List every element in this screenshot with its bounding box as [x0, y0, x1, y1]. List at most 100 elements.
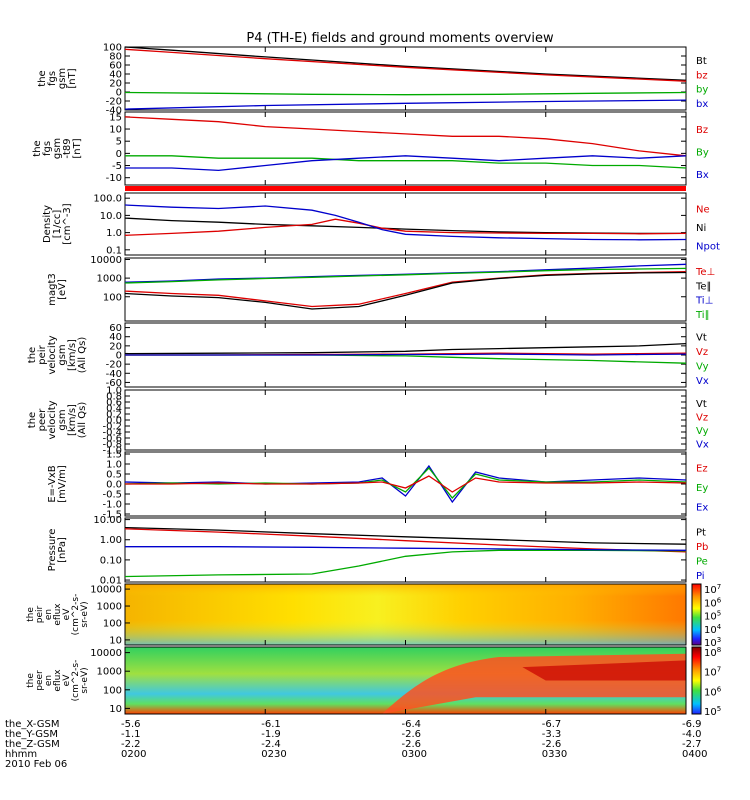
y-tick-label: -1.5: [102, 510, 122, 521]
legend-Ti⊥: Ti⊥: [695, 296, 713, 307]
y-axis-label: [nT]: [72, 138, 83, 158]
footer-y-value: -1.9: [261, 729, 281, 740]
y-tick-label: 0.2: [106, 410, 122, 421]
series-Pe: [124, 549, 687, 578]
y-tick-label: 100: [103, 43, 122, 54]
plot-title: P4 (TH-E) fields and ground moments over…: [246, 31, 554, 46]
legend-Pt: Pt: [696, 527, 706, 538]
footer-row-label: the_Y-GSM: [5, 729, 58, 740]
y-axis-label: velocity: [47, 335, 58, 374]
y-tick-label: 100: [103, 292, 122, 303]
y-axis-label: the: [26, 607, 36, 622]
legend-Ez: Ez: [696, 464, 708, 475]
y-axis-label: [cm^-3]: [62, 203, 73, 244]
y-tick-label: 0.0: [106, 416, 122, 427]
series-Npot: [124, 204, 687, 241]
y-tick-label: 1.00: [100, 535, 122, 546]
colorbar-tick-exponent: 7: [717, 583, 721, 591]
legend-Vy: Vy: [696, 361, 709, 372]
series-bz: [124, 48, 687, 82]
footer-y-value: -4.0: [682, 729, 702, 740]
y-axis-label: E=-VxB: [47, 465, 58, 502]
legend-By: By: [696, 148, 709, 159]
legend-Bz: Bz: [696, 125, 708, 136]
legend-bz: bz: [696, 70, 708, 81]
series-Vx: [125, 353, 687, 356]
y-tick-label: 15: [109, 112, 122, 123]
legend-Ey: Ey: [696, 483, 708, 494]
y-tick-label: 10: [109, 125, 122, 136]
y-tick-label: -20: [106, 97, 122, 108]
y-tick-label: 0.5: [106, 470, 122, 481]
y-tick-label: 10000: [90, 585, 122, 596]
y-axis-label: gsm: [57, 409, 68, 430]
series-Pb: [124, 528, 687, 553]
y-tick-label: 1000: [97, 274, 122, 285]
y-tick-label: 5: [116, 137, 122, 148]
y-tick-label: 0.1: [106, 245, 122, 256]
footer-z-value: -2.4: [261, 739, 281, 750]
legend-Ex: Ex: [696, 502, 708, 513]
y-axis-label: the: [26, 673, 36, 688]
legend-Te∥: Te∥: [695, 281, 712, 292]
y-tick-label: 60: [109, 61, 122, 72]
series-By: [125, 155, 687, 169]
footer-x-value: -6.7: [542, 719, 562, 730]
colorbar-tick-exponent: 4: [717, 623, 722, 631]
y-tick-label: 10.00: [93, 515, 122, 526]
y-tick-label: 0: [116, 88, 122, 99]
footer-hhmm-value: 0400: [682, 749, 707, 760]
y-axis-label: sr-eV): [80, 667, 90, 693]
y-tick-label: 10.0: [100, 211, 122, 222]
y-tick-label: 40: [109, 332, 122, 343]
y-tick-label: -10: [106, 173, 122, 184]
series-Vt: [124, 342, 687, 355]
y-axis-label: en: [44, 675, 54, 686]
y-tick-label: 10000: [90, 255, 122, 266]
footer-row-label: the_X-GSM: [5, 719, 59, 730]
series-bx: [124, 99, 687, 110]
footer-row-label: hhmm: [5, 749, 37, 760]
legend-bx: bx: [696, 99, 708, 110]
series-Pi: [125, 546, 687, 551]
y-tick-label: 0: [116, 149, 122, 160]
y-tick-label: -40: [106, 369, 122, 380]
colorbar-tick-exponent: 5: [717, 610, 721, 618]
panel-3: 100.0 10.0 1.0 0.1 Density [1/cc] [cm^-3] Ne Ni N…: [42, 192, 720, 256]
y-tick-label: 1.0: [106, 460, 122, 471]
series-Bx: [125, 155, 687, 172]
legend-Bx: Bx: [696, 170, 709, 181]
series-Ez: [125, 475, 687, 493]
panel-6: 1.00.80.60.40.20.0-0.2-0.4-0.6-0.8-1.0 th…: [27, 386, 709, 457]
colorbar: [691, 646, 702, 715]
y-tick-label: 1.0: [106, 386, 122, 397]
footer-hhmm-value: 0200: [121, 749, 146, 760]
spectrogram-2: 10000 1000 100 10 the peer en eflux eV (cm^2-s-sr…: [26, 646, 722, 718]
y-axis-label: peir: [35, 605, 45, 623]
y-axis-label: eflux: [53, 603, 63, 626]
colorbar-tick-exponent: 3: [717, 636, 721, 644]
y-tick-label: 0.4: [106, 404, 122, 415]
y-tick-label: 0.6: [106, 398, 122, 409]
legend-Vt: Vt: [696, 332, 707, 343]
y-axis-label: sr-eV): [80, 601, 90, 627]
footer-y-value: -2.6: [402, 729, 422, 740]
y-tick-label: 0.10: [100, 555, 122, 566]
legend-Pb: Pb: [696, 542, 708, 553]
y-tick-label: -0.6: [102, 434, 122, 445]
y-tick-label: -0.2: [102, 422, 122, 433]
colorbar-tick-exponent: 5: [717, 705, 721, 713]
y-axis-label: [km/s]: [67, 404, 78, 436]
y-axis-label: Pressure: [47, 529, 58, 572]
series-Te∥: [124, 271, 687, 310]
y-tick-label: -0.4: [102, 428, 122, 439]
series-Pt: [124, 526, 687, 545]
y-axis-label: (cm^2-s-: [71, 660, 81, 702]
y-axis-label: the: [32, 140, 43, 156]
legend-Ni: Ni: [696, 223, 706, 234]
spectrogram-overlay: [125, 584, 686, 645]
footer-y-value: -3.3: [542, 729, 562, 740]
